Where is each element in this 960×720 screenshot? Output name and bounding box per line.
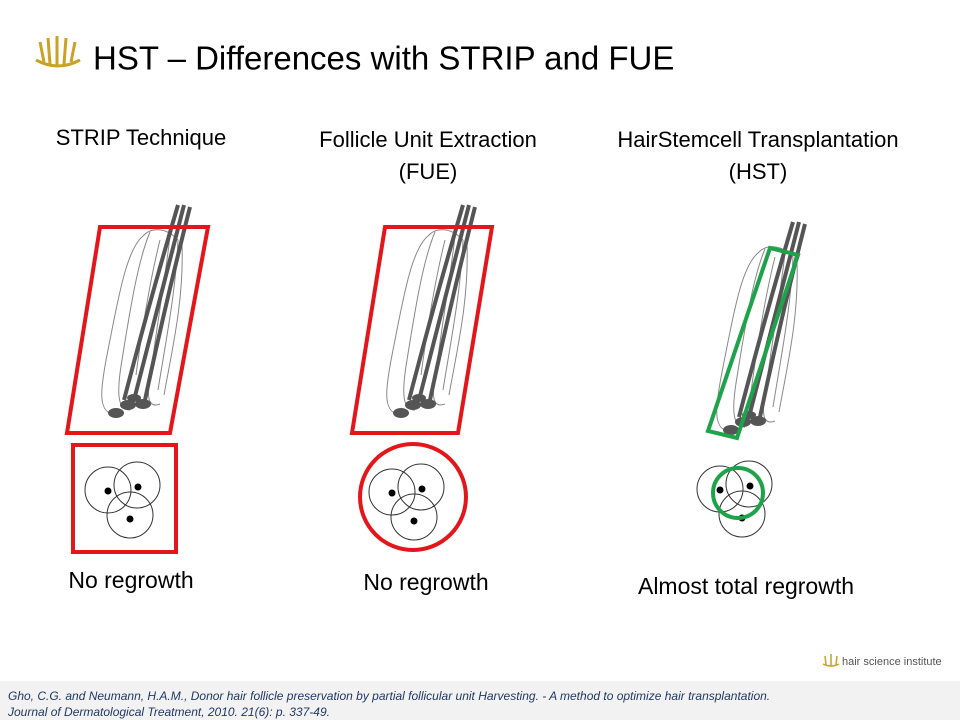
- column-heading: (HST): [729, 159, 788, 184]
- strip-square: [71, 443, 178, 554]
- fue-outline: [349, 225, 495, 435]
- column-heading: (FUE): [399, 159, 458, 184]
- follicle-units: [84, 461, 161, 539]
- hst-outline: [705, 245, 801, 441]
- column-heading: STRIP Technique: [56, 125, 226, 150]
- citation: Gho, C.G. and Neumann, H.A.M., Donor hai…: [8, 689, 770, 703]
- logo-icon: [35, 36, 81, 68]
- logo-small: [822, 654, 840, 667]
- logo-text: hair science institute: [842, 656, 942, 668]
- caption: No regrowth: [363, 569, 488, 595]
- follicle-units: [368, 463, 445, 541]
- caption: Almost total regrowth: [638, 573, 854, 599]
- caption: No regrowth: [68, 567, 193, 593]
- column-heading: Follicle Unit Extraction: [319, 127, 537, 152]
- title: HST – Differences with STRIP and FUE: [93, 40, 674, 77]
- strip-outline: [64, 225, 211, 435]
- follicle: [384, 203, 477, 420]
- hst-punch: [711, 466, 765, 520]
- citation: Journal of Dermatological Treatment, 201…: [7, 705, 330, 719]
- footer-band: [0, 681, 960, 720]
- column-heading: HairStemcell Transplantation: [617, 127, 898, 152]
- fue-punch: [358, 442, 468, 552]
